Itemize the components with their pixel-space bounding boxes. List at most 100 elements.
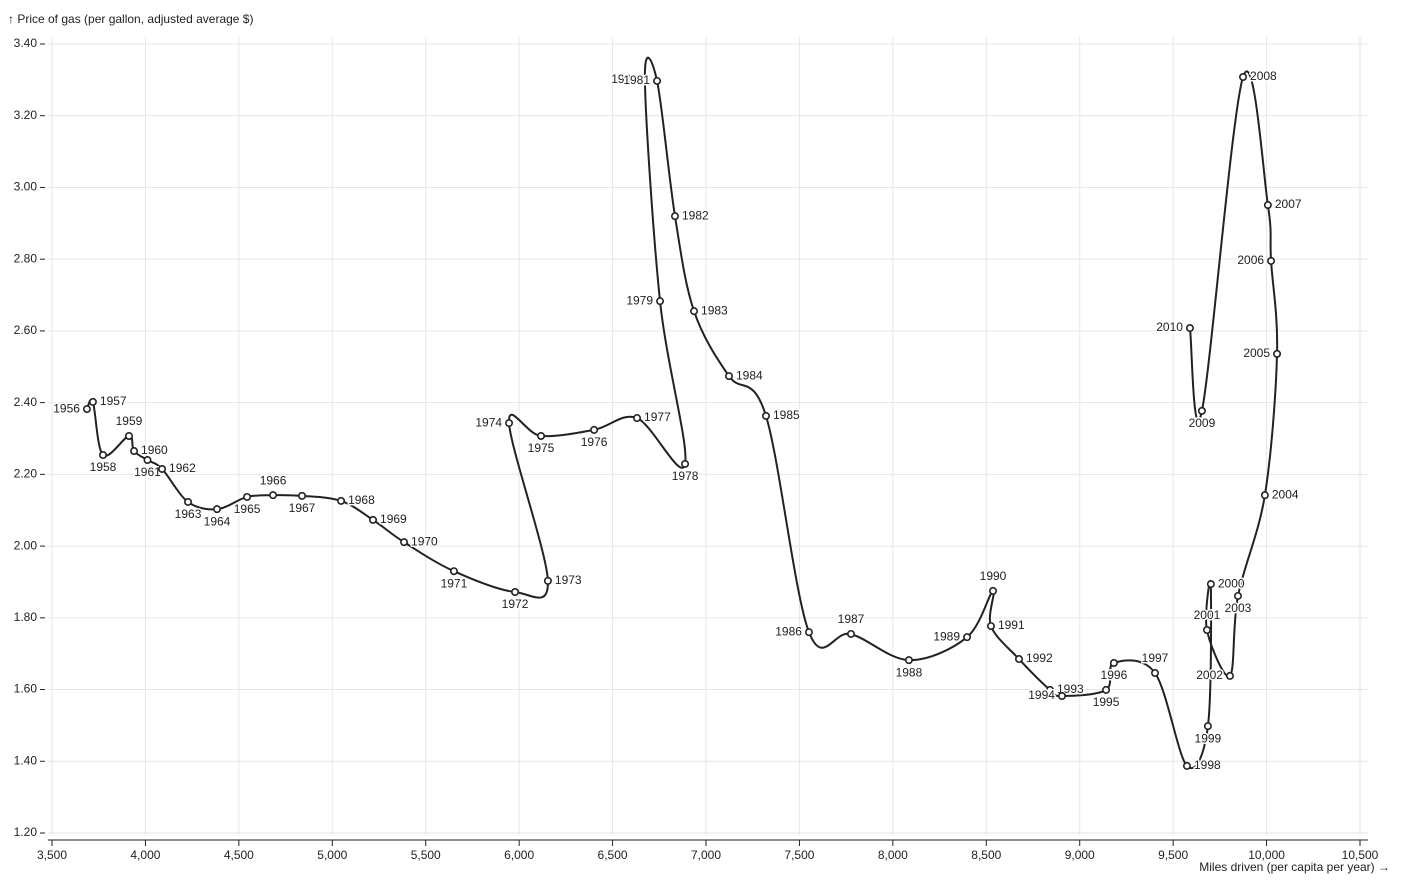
point-label: 1958 <box>90 460 117 474</box>
point <box>269 491 278 500</box>
y-tick-label: 1.60 <box>14 682 38 696</box>
y-tick-label: 1.40 <box>14 753 38 767</box>
y-tick-label: 2.60 <box>14 323 38 337</box>
x-tick-label: 3,500 <box>37 848 67 862</box>
point <box>1109 659 1118 668</box>
point-label: 1983 <box>701 303 728 317</box>
point-label: 2002 <box>1196 668 1223 682</box>
point-label: 1967 <box>289 501 316 515</box>
y-tick-label: 2.40 <box>14 395 38 409</box>
point-label: 2004 <box>1272 487 1299 501</box>
point <box>986 622 995 631</box>
point <box>212 505 221 514</box>
point <box>1182 761 1191 770</box>
point <box>1225 671 1234 680</box>
point <box>99 450 108 459</box>
point-label: 1999 <box>1195 731 1222 745</box>
point-label: 1980 <box>611 72 638 86</box>
point <box>653 76 662 85</box>
point-label: 1987 <box>838 612 865 626</box>
point-label: 1989 <box>933 629 960 643</box>
point <box>1202 626 1211 635</box>
point <box>847 629 856 638</box>
point-label: 1976 <box>581 435 608 449</box>
point-label: 1977 <box>644 410 671 424</box>
point <box>1260 491 1269 500</box>
x-axis-label: Miles driven (per capita per year) → <box>1199 860 1390 874</box>
point-label: 1963 <box>175 507 202 521</box>
point-label: 2006 <box>1237 253 1264 267</box>
point-label: 1985 <box>773 408 800 422</box>
point-label: 1981 <box>623 73 650 87</box>
point <box>88 397 97 406</box>
point <box>633 414 642 423</box>
x-tick-label: 9,500 <box>1158 848 1188 862</box>
point <box>184 497 193 506</box>
point-label: 2001 <box>1194 608 1221 622</box>
point <box>904 656 913 665</box>
y-axis-label: ↑ Price of gas (per gallon, adjusted ave… <box>8 12 253 26</box>
x-tick-label: 8,500 <box>971 848 1001 862</box>
point <box>505 419 514 428</box>
point-label: 1990 <box>980 569 1007 583</box>
point <box>963 633 972 642</box>
line <box>86 56 1279 770</box>
point-label: 1966 <box>260 473 287 487</box>
point-label: 1973 <box>555 573 582 587</box>
x-tick-label: 9,000 <box>1065 848 1095 862</box>
x-tick-label: 10,500 <box>1342 848 1379 862</box>
point-label: 1974 <box>475 415 502 429</box>
point-label: 1996 <box>1101 668 1128 682</box>
point-label: 1991 <box>998 618 1025 632</box>
point-label: 1995 <box>1093 695 1120 709</box>
point <box>511 587 520 596</box>
point-label: 1998 <box>1194 758 1221 772</box>
point-label: 2000 <box>1218 576 1245 590</box>
point-label: 2009 <box>1189 416 1216 430</box>
point-label: 1986 <box>775 624 802 638</box>
x-tick-label: 5,500 <box>411 848 441 862</box>
point-label: 2005 <box>1243 346 1270 360</box>
y-tick-label: 2.00 <box>14 538 38 552</box>
y-tick-label: 3.40 <box>14 36 38 50</box>
point-label: 1984 <box>736 368 763 382</box>
point <box>590 425 599 434</box>
point <box>143 456 152 465</box>
point <box>158 464 167 473</box>
point-label: 1970 <box>411 534 438 548</box>
point-label: 1982 <box>682 208 709 222</box>
point-label: 1956 <box>53 401 80 415</box>
point <box>1057 692 1066 701</box>
point <box>1239 72 1248 81</box>
y-tick-label: 2.20 <box>14 467 38 481</box>
point-label: 1968 <box>348 493 375 507</box>
point-label: 2007 <box>1275 197 1302 211</box>
point-label: 1957 <box>100 394 127 408</box>
point-label: 1961 <box>134 465 161 479</box>
point-label: 1992 <box>1026 651 1053 665</box>
point <box>337 496 346 505</box>
point <box>1102 685 1111 694</box>
x-tick-label: 5,000 <box>317 848 347 862</box>
x-tick-label: 7,000 <box>691 848 721 862</box>
point <box>298 491 307 500</box>
point <box>1267 256 1276 265</box>
point <box>1263 201 1272 210</box>
point <box>243 492 252 501</box>
point <box>690 307 699 316</box>
point-label: 2008 <box>1250 69 1277 83</box>
point-label: 2003 <box>1225 601 1252 615</box>
point <box>124 431 133 440</box>
y-tick-label: 1.80 <box>14 610 38 624</box>
point-label: 1964 <box>204 514 231 528</box>
point <box>1233 591 1242 600</box>
point-label: 1972 <box>502 597 529 611</box>
point <box>82 405 91 414</box>
point-label: 1962 <box>169 461 196 475</box>
point <box>640 75 649 84</box>
y-tick-label: 3.20 <box>14 108 38 122</box>
point-label: 1994 <box>1028 688 1055 702</box>
point <box>724 372 733 381</box>
point-label: 1969 <box>380 512 407 526</box>
